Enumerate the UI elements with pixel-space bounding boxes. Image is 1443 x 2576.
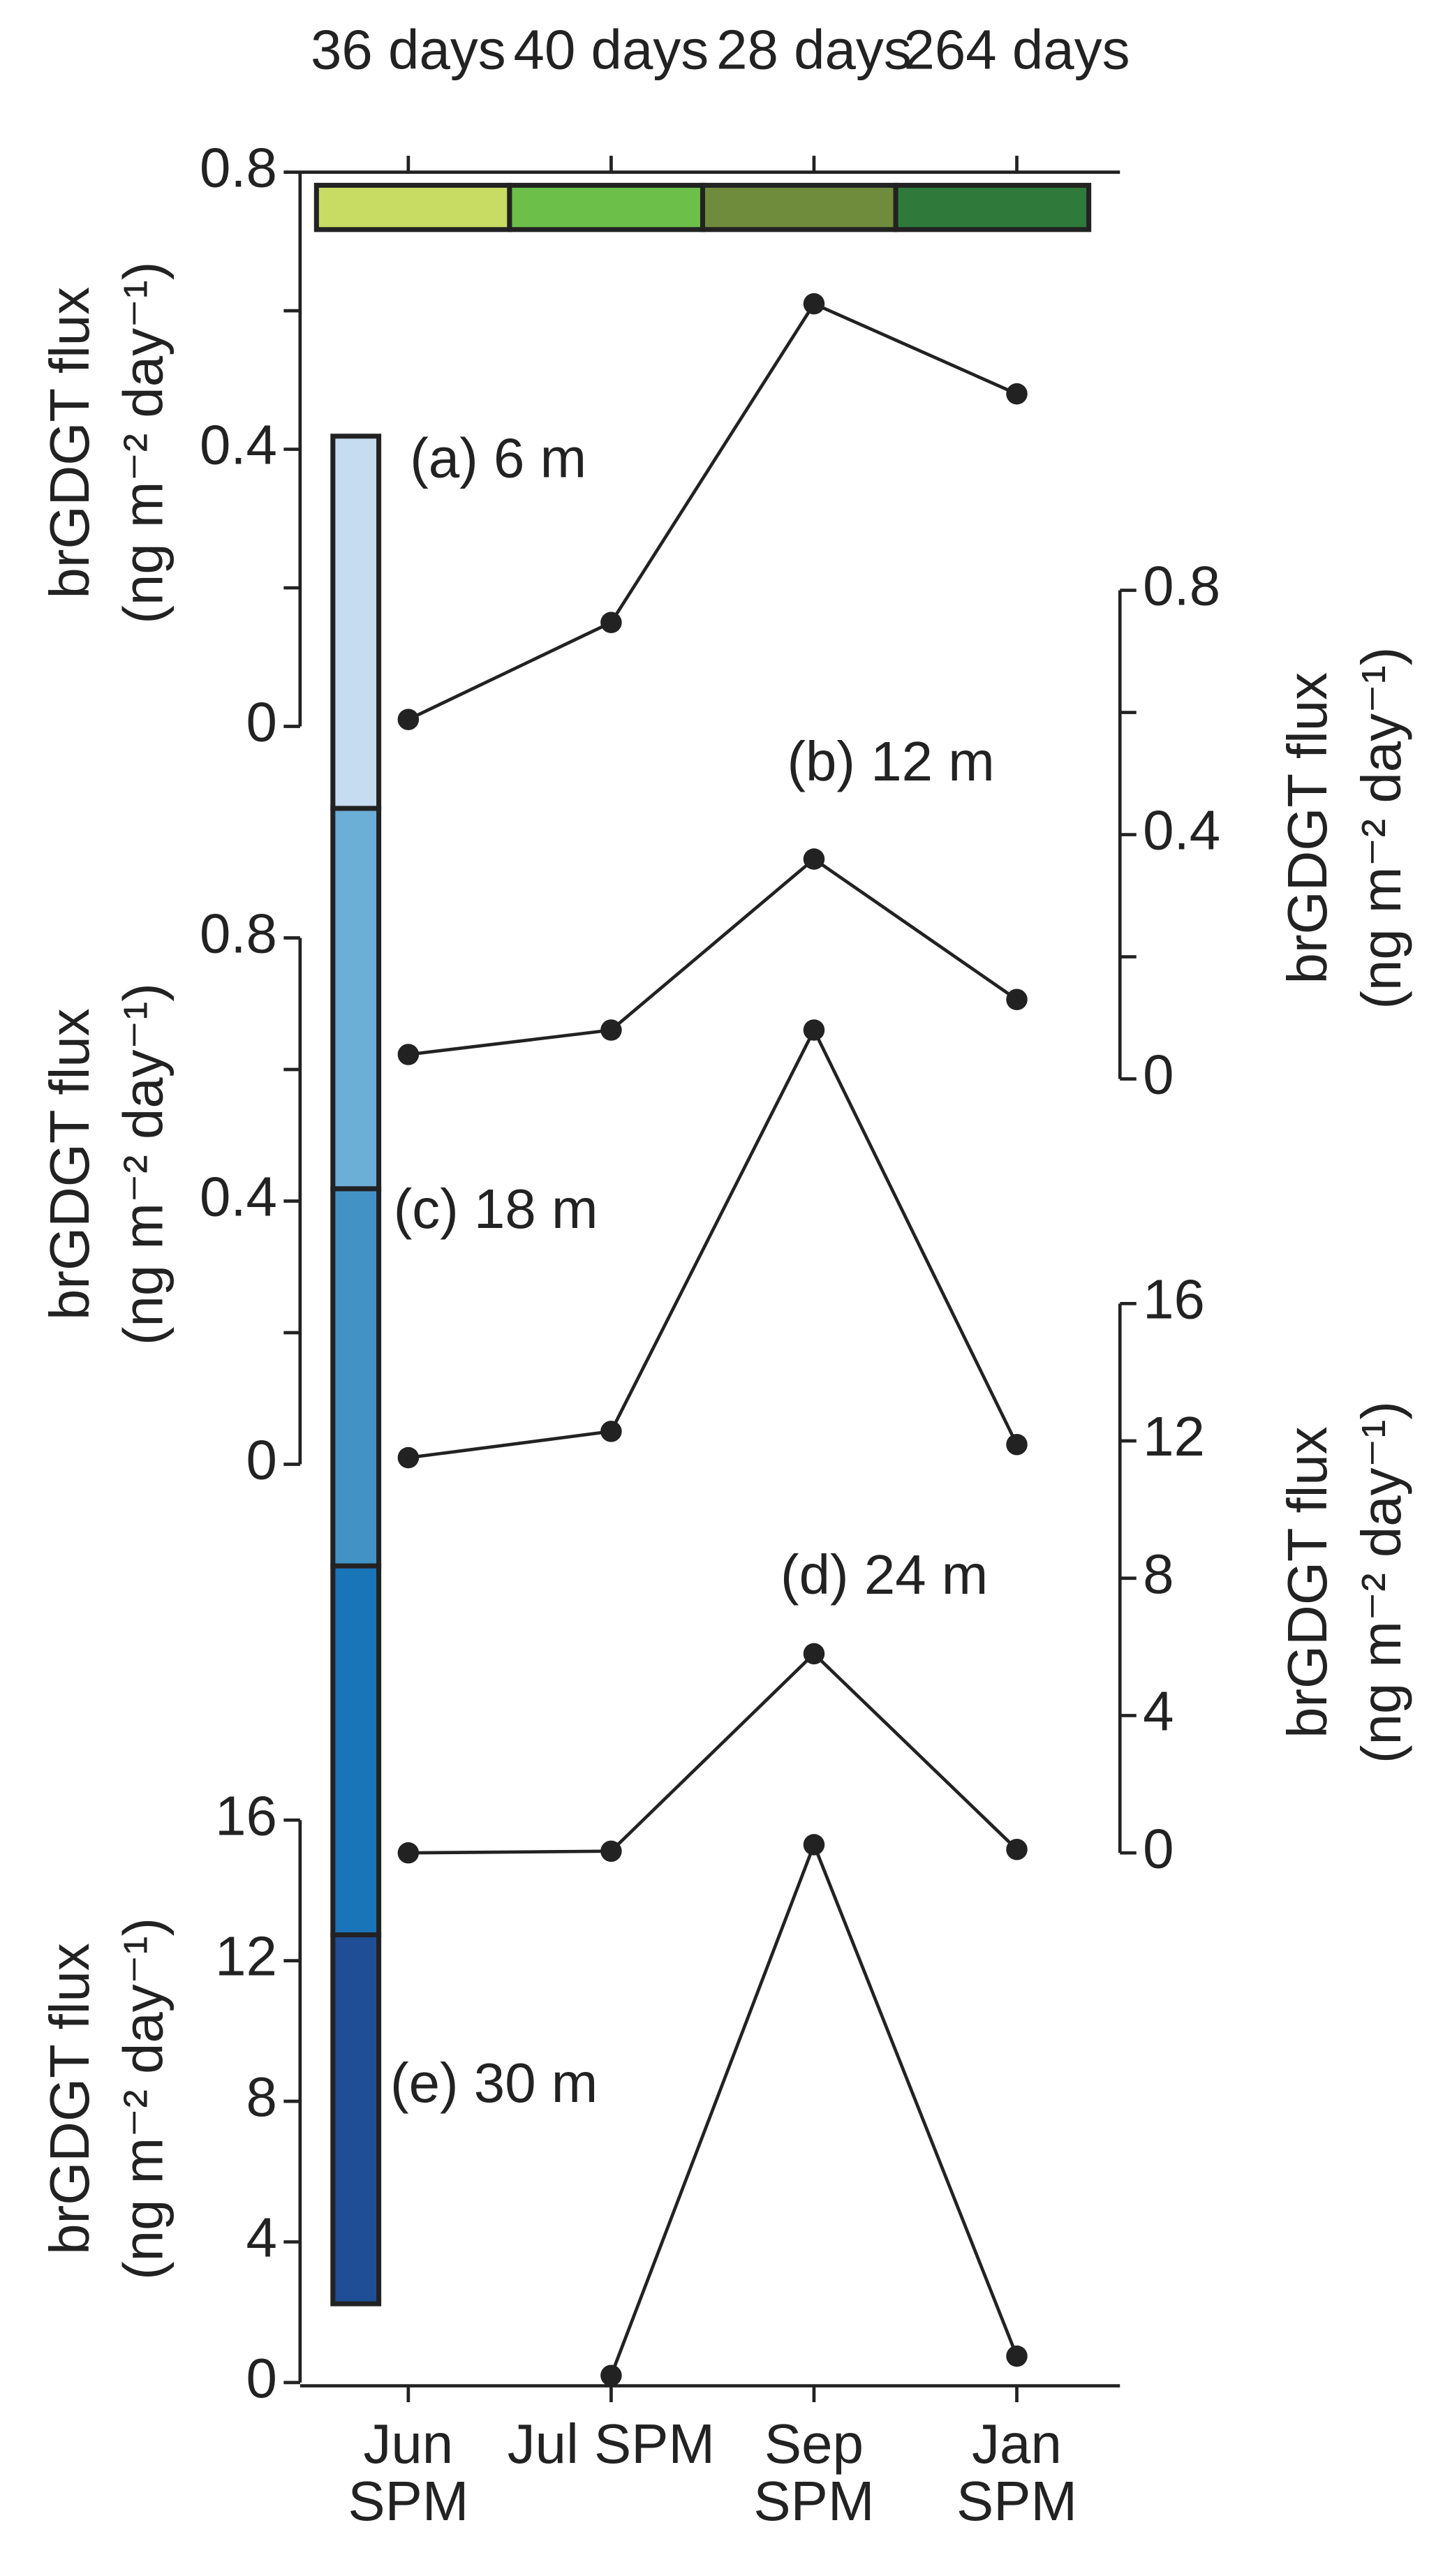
y-tick-label: 16 (215, 1784, 277, 1846)
duration-label: 36 days (311, 22, 506, 82)
x-tick-label: Sep SPM (753, 2417, 875, 2533)
duration-box (700, 182, 898, 232)
point (1006, 1838, 1028, 1860)
line (609, 1840, 1019, 2376)
y-tick-label: 0.8 (200, 137, 277, 199)
duration-label-box: 36 days (311, 22, 506, 82)
panel-label: (a) 6 m (410, 427, 586, 489)
duration-label: 28 days (716, 22, 912, 82)
y-axis-unit: (ng m⁻² day⁻¹) (112, 983, 175, 1345)
y-tick-label: 0 (1143, 1817, 1174, 1879)
x-tick-label-box: Sep SPM (753, 2417, 875, 2533)
duration-label: 264 days (903, 22, 1130, 82)
duration-box (313, 182, 512, 232)
duration-box (893, 182, 1092, 232)
y-tick-label: 8 (246, 2066, 277, 2128)
y-tick-label: 12 (1143, 1405, 1205, 1467)
panel-label: (e) 30 m (390, 2052, 598, 2114)
duration-label-box: 264 days (903, 22, 1130, 82)
duration-label-box: 40 days (513, 22, 709, 82)
point (1006, 383, 1028, 405)
depth-band (330, 1186, 382, 1569)
y-axis-label: brGDGT flux (38, 287, 101, 599)
point (803, 293, 825, 315)
panel-label: (d) 24 m (780, 1544, 988, 1606)
y-tick-label: 4 (246, 2207, 277, 2269)
point (803, 1834, 825, 1856)
point (1006, 989, 1028, 1011)
x-tick-label: Jun SPM (348, 2417, 469, 2533)
y-axis-label: brGDGT flux (1276, 1426, 1338, 1738)
y-tick-label: 0.8 (1143, 555, 1220, 617)
panel-label: (c) 18 m (394, 1178, 598, 1240)
point (397, 1842, 420, 1864)
line (408, 1651, 1019, 1855)
y-tick-label: 4 (1143, 1680, 1174, 1742)
point (803, 1643, 825, 1665)
point (397, 1044, 420, 1065)
point (803, 1019, 825, 1041)
point (397, 709, 420, 730)
line (408, 857, 1018, 1056)
panel-label: (b) 12 m (787, 730, 994, 792)
point (1006, 1433, 1028, 1456)
depth-band (330, 1563, 382, 1938)
y-tick-label: 16 (1143, 1268, 1205, 1330)
y-tick-label: 0 (1143, 1044, 1174, 1106)
y-axis-unit: (ng m⁻² day⁻¹) (112, 262, 175, 624)
point (803, 848, 825, 870)
y-axis-unit: (ng m⁻² day⁻¹) (1350, 1401, 1412, 1763)
y-axis-label: brGDGT flux (1276, 672, 1338, 984)
x-tick-label-box: Jan SPM (956, 2417, 1078, 2533)
line (407, 302, 1018, 721)
depth-band (330, 1932, 382, 2307)
y-tick-label: 0.4 (1143, 799, 1220, 861)
x-tick-label: Jul SPM (507, 2417, 716, 2476)
point (600, 612, 622, 633)
y-tick-label: 8 (1143, 1543, 1174, 1605)
duration-label: 40 days (513, 22, 709, 82)
depth-band (330, 434, 382, 811)
y-tick-label: 0.4 (200, 1166, 277, 1228)
duration-box (507, 182, 706, 232)
point (600, 1019, 622, 1041)
point (397, 1446, 420, 1469)
depth-band (330, 806, 382, 1192)
y-tick-label: 0.8 (200, 903, 277, 965)
point (1006, 2345, 1028, 2367)
y-axis-label: brGDGT flux (38, 1008, 101, 1320)
y-axis-unit: (ng m⁻² day⁻¹) (1350, 647, 1412, 1009)
y-axis-label: brGDGT flux (38, 1943, 101, 2255)
y-axis-unit: (ng m⁻² day⁻¹) (112, 1918, 175, 2280)
point (600, 2364, 622, 2387)
line (408, 1026, 1019, 1460)
x-tick-label: Jan SPM (956, 2417, 1078, 2533)
y-tick-label: 0 (246, 691, 277, 753)
point (600, 1421, 622, 1442)
y-tick-label: 0 (246, 1429, 277, 1491)
point (600, 1840, 622, 1862)
duration-label-box: 28 days (716, 22, 912, 82)
x-tick-label-box: Jun SPM (348, 2417, 469, 2533)
x-tick-label-box: Jul SPM (507, 2417, 716, 2476)
y-tick-label: 0 (246, 2347, 277, 2409)
y-tick-label: 12 (215, 1925, 277, 1987)
y-tick-label: 0.4 (200, 414, 277, 476)
